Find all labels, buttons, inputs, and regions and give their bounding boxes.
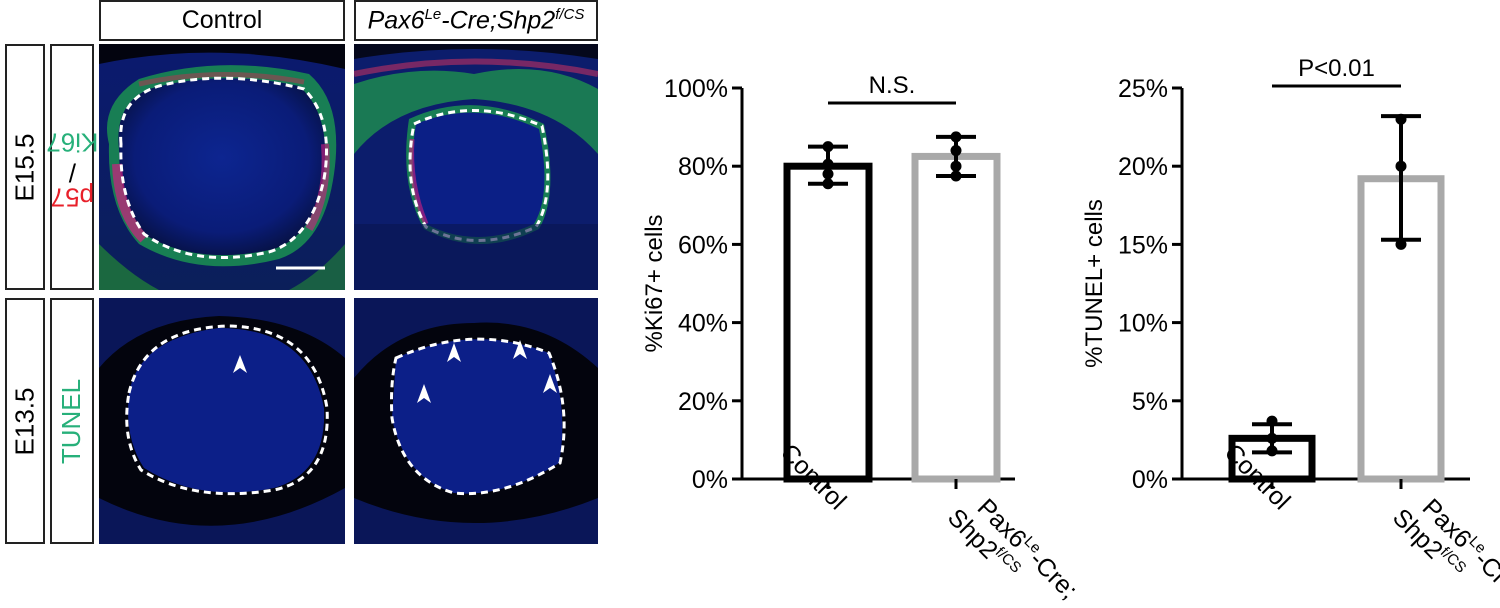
data-point <box>1395 160 1407 172</box>
data-point <box>822 168 834 180</box>
mutant-cre-shp2: -Cre;Shp2 <box>441 6 556 35</box>
column-header-control: Control <box>99 0 345 41</box>
data-point <box>950 131 962 143</box>
row-label-e15-5: E15.5 <box>5 44 45 290</box>
micrograph-mutant-e13-5-image <box>354 298 598 544</box>
y-tick-label: 0% <box>692 466 728 494</box>
bar-control <box>783 162 873 483</box>
y-tick-label: 100% <box>664 75 728 103</box>
arrowhead <box>417 384 431 403</box>
micrograph-mutant-e15-5-image <box>354 44 598 290</box>
x-tick-label-mutant: Pax6Le-Cre;Shp2f/CS <box>942 493 1080 604</box>
y-axis-label: %Ki67+ cells <box>641 214 668 352</box>
micrograph-mutant-e13-5 <box>354 298 598 544</box>
micrograph-mutant-e15-5 <box>354 44 598 290</box>
mutant-line1-end: -Cre; <box>1469 546 1500 605</box>
chart-tunel: 0%5%10%15%20%25%%TUNEL+ cellsP<0.01Contr… <box>1081 55 1500 605</box>
y-tick-label: 10% <box>1118 310 1168 338</box>
y-tick-label: 20% <box>678 388 728 416</box>
mutant-gene-pax6: Pax6 <box>367 6 425 35</box>
stain-separator: / <box>68 156 76 187</box>
data-point <box>822 178 834 190</box>
data-point <box>822 141 834 153</box>
y-tick-label: 20% <box>1118 153 1168 181</box>
y-tick-label: 5% <box>1132 388 1168 416</box>
row-label-e13-5: E13.5 <box>5 298 45 544</box>
micrograph-control-e13-5 <box>99 298 345 544</box>
arrowhead <box>543 374 557 393</box>
row-stain-tunel: TUNEL <box>50 298 94 544</box>
y-axis-label: %TUNEL+ cells <box>1081 199 1108 368</box>
data-point <box>1395 113 1407 125</box>
micrograph-control-e15-5 <box>99 44 345 290</box>
y-tick-label: 0% <box>1132 466 1168 494</box>
y-tick-label: 25% <box>1118 75 1168 103</box>
arrowhead <box>447 343 461 362</box>
y-tick-label: 60% <box>678 231 728 259</box>
mutant-sup-le: Le <box>424 5 442 23</box>
data-point <box>1266 445 1278 457</box>
significance-label: N.S. <box>869 72 916 99</box>
data-point <box>1266 432 1278 444</box>
y-tick-label: 40% <box>678 310 728 338</box>
significance-label: P<0.01 <box>1298 55 1375 82</box>
data-point <box>1395 238 1407 250</box>
y-tick-label: 15% <box>1118 231 1168 259</box>
y-tick-label: 80% <box>678 153 728 181</box>
column-header-mutant: Pax6Le-Cre;Shp2f/CS <box>354 0 598 41</box>
chart-ki67: 0%20%40%60%80%100%%Ki67+ cellsN.S.Contro… <box>641 72 1080 605</box>
data-point <box>950 145 962 157</box>
x-tick-label-mutant: Pax6Le-Cre;Shp2f/CS <box>1387 493 1500 605</box>
data-point <box>1266 415 1278 427</box>
arrowhead <box>233 355 247 373</box>
micrograph-control-e15-5-image <box>99 44 345 290</box>
micrograph-control-e13-5-image <box>99 298 345 544</box>
arrowhead <box>513 340 527 359</box>
row-stain-p57-ki67: p57/Ki67 <box>46 44 98 290</box>
bar-mutant <box>911 152 1001 483</box>
data-point <box>950 170 962 182</box>
stain-ki67: Ki67 <box>45 127 99 158</box>
mutant-sup-fcs: f/CS <box>555 5 585 23</box>
data-point <box>950 160 962 172</box>
data-point <box>822 158 834 170</box>
